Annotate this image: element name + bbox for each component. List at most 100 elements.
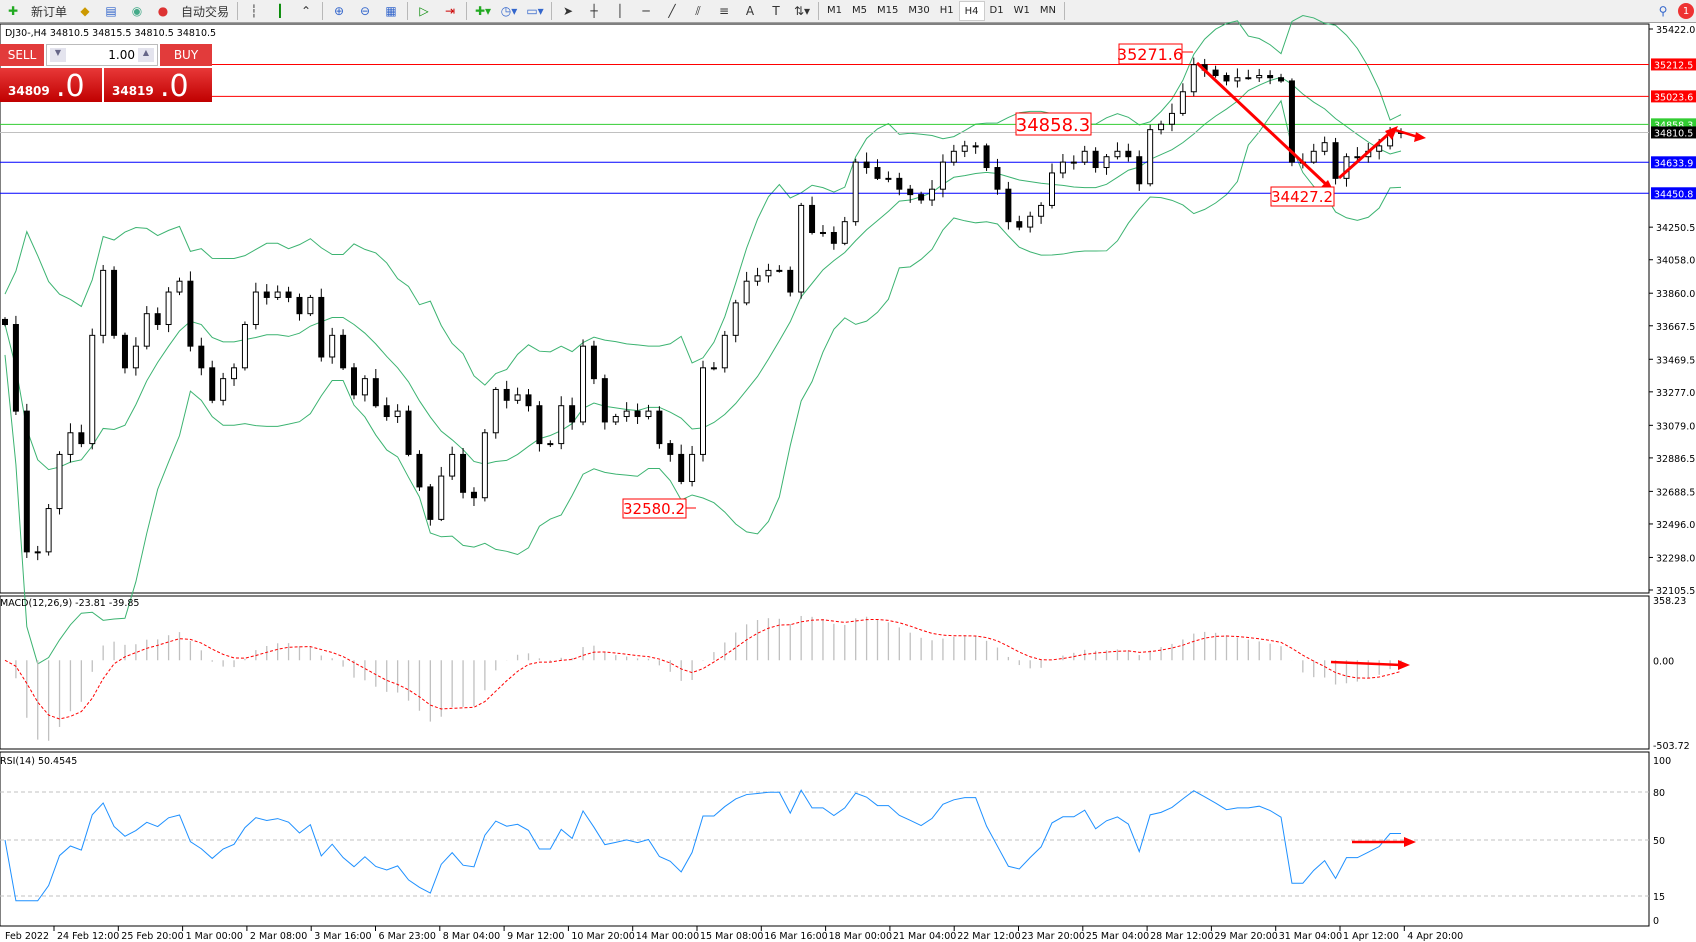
candle-body [852, 161, 859, 223]
candle-body [1147, 129, 1154, 185]
candle-body [351, 367, 357, 396]
candle-body [1038, 204, 1045, 217]
x-tick-label: 16 Mar 16:00 [764, 931, 827, 942]
timeframe-w1[interactable]: W1 [1013, 4, 1030, 16]
macd-tick-label: 0.00 [1653, 656, 1674, 667]
fibonacci-icon[interactable]: ⫽ [695, 3, 701, 18]
price-tag-text: 35023.6 [1654, 92, 1693, 103]
candle-body [1256, 75, 1263, 79]
indicators-icon[interactable]: ✚▾ [474, 4, 492, 18]
candle-body [285, 291, 292, 298]
timeframe-m15[interactable]: M15 [877, 4, 899, 16]
candle-body [416, 453, 423, 488]
chart-shift-icon[interactable]: ⇥ [445, 4, 456, 18]
candle-body [1190, 64, 1197, 93]
candle-body [776, 269, 783, 272]
y-tick-label: 33469.5 [1656, 355, 1695, 366]
candle-body [1027, 215, 1034, 228]
candle-body [569, 405, 576, 423]
notification-icon[interactable]: 1 [1678, 3, 1694, 19]
price-tag-text: 34858.3 [1654, 120, 1693, 131]
swing-low-label: 32580.2 [622, 498, 696, 519]
periods-icon[interactable]: ◷▾ [500, 4, 518, 18]
macd-label: MACD(12,26,9) -23.81 -39.85 [0, 598, 140, 609]
candle-body [1168, 112, 1175, 125]
x-tick-label: 29 Mar 20:00 [1214, 931, 1277, 942]
zoom-in-icon[interactable]: ⊕ [334, 4, 345, 18]
candle-body [558, 405, 565, 445]
x-tick-label: 21 Mar 04:00 [893, 931, 956, 942]
new-order-button[interactable]: 新订单 [31, 4, 68, 19]
lot-size-input[interactable]: ▼ 1.00 ▲ [46, 44, 158, 66]
candle-body [34, 551, 41, 554]
candle-body [1125, 150, 1132, 158]
auto-trading-button[interactable]: 自动交易 [181, 4, 230, 19]
line-chart-icon[interactable]: ⌃ [301, 4, 312, 18]
templates-icon[interactable]: ▭▾ [526, 4, 544, 18]
candle-body [721, 334, 728, 369]
candle-body [132, 345, 139, 369]
buy-price[interactable]: 34819 .0 [104, 68, 212, 104]
sell-price[interactable]: 34809 .0 [0, 68, 102, 104]
candle-body [667, 443, 674, 455]
candle-body [525, 394, 532, 407]
timeframe-m5[interactable]: M5 [852, 4, 868, 16]
candlestick-icon[interactable]: ┃ [276, 4, 284, 18]
new-order-icon[interactable]: ✚ [7, 4, 19, 18]
candle-body [1212, 69, 1219, 77]
zoom-out-icon[interactable]: ⊖ [360, 4, 371, 18]
vertical-line-icon[interactable]: │ [616, 4, 624, 18]
search-icon[interactable]: ⚲ [1658, 4, 1668, 18]
macd-panel-frame [0, 595, 1650, 750]
timeframe-m1[interactable]: M1 [827, 4, 843, 16]
cursor-icon[interactable]: ➤ [563, 4, 574, 18]
bar-chart-icon[interactable]: ┆ [250, 4, 258, 18]
x-tick-label: 14 Mar 00:00 [636, 931, 699, 942]
fibo-fan-icon[interactable]: ≡ [719, 4, 730, 18]
timeframe-m30[interactable]: M30 [908, 4, 930, 16]
candle-body [12, 324, 19, 412]
y-tick-label: 33277.0 [1656, 388, 1695, 399]
separator [1063, 2, 1065, 20]
candle-body [809, 204, 816, 233]
auto-scroll-icon[interactable]: ▷ [419, 4, 429, 18]
tile-windows-icon[interactable]: ▦ [385, 4, 397, 18]
candle-body [961, 145, 968, 152]
candle-body [340, 334, 347, 369]
crosshair-icon[interactable]: ┼ [590, 4, 598, 18]
candle-body [111, 269, 118, 336]
signals-icon[interactable]: ◉ [131, 4, 143, 18]
arrow-head [1404, 837, 1416, 847]
candle-body [700, 367, 706, 455]
macd-tick-label: 358.23 [1653, 596, 1686, 607]
navigator-icon[interactable]: ◆ [80, 4, 90, 18]
candle-body [1179, 91, 1186, 114]
candle-body [1354, 156, 1361, 159]
candle-body [394, 410, 401, 418]
auto-trading-icon[interactable]: ● [157, 4, 169, 18]
timeframe-h1[interactable]: H1 [939, 4, 954, 16]
candle-body [1103, 156, 1110, 169]
lot-increase-button[interactable]: ▲ [138, 48, 154, 62]
sell-button[interactable]: SELL [0, 44, 44, 66]
horizontal-line-icon[interactable]: ─ [642, 4, 650, 18]
x-tick-label: 18 Mar 00:00 [829, 931, 892, 942]
buy-button[interactable]: BUY [160, 44, 212, 66]
timeframe-mn[interactable]: MN [1039, 4, 1056, 16]
text-label-icon[interactable]: T [772, 4, 780, 18]
trendline-icon[interactable]: ╱ [668, 4, 676, 18]
candle-body [645, 410, 652, 418]
market-watch-icon[interactable]: ▤ [105, 4, 117, 18]
candle-body [1321, 142, 1328, 152]
rsi-tick-label: 80 [1653, 788, 1665, 799]
text-icon[interactable]: A [745, 4, 755, 18]
price-tag-text: 34810.5 [1654, 128, 1693, 139]
timeframe-h4[interactable]: H4 [958, 1, 985, 21]
arrows-icon[interactable]: ⇅▾ [793, 4, 811, 18]
x-tick-label: 25 Mar 04:00 [1086, 931, 1149, 942]
timeframe-d1[interactable]: D1 [989, 4, 1004, 16]
lot-decrease-button[interactable]: ▼ [50, 48, 66, 62]
arrow-head [1414, 132, 1426, 142]
rsi-tick-label: 0 [1653, 916, 1659, 927]
